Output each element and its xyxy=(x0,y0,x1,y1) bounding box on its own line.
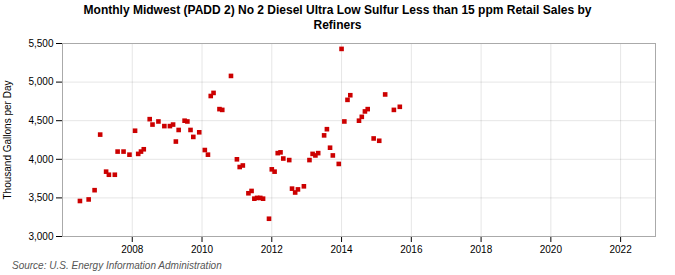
svg-text:2010: 2010 xyxy=(191,244,214,255)
html-text:Source: U.S. Energy Informatio: Source: U.S. Energy Information Administ… xyxy=(12,260,222,271)
svg-text:3,500: 3,500 xyxy=(28,192,53,203)
svg-text:4,000: 4,000 xyxy=(28,154,53,165)
svg-text:2020: 2020 xyxy=(540,244,563,255)
svg-text:2022: 2022 xyxy=(609,244,632,255)
svg-text:5,000: 5,000 xyxy=(28,76,53,87)
svg-text:2018: 2018 xyxy=(470,244,493,255)
svg-text:2014: 2014 xyxy=(330,244,353,255)
svg-text:2016: 2016 xyxy=(400,244,423,255)
svg-text:2012: 2012 xyxy=(261,244,284,255)
svg-text:Thousand Gallons per Day: Thousand Gallons per Day xyxy=(2,81,13,200)
svg-text:5,500: 5,500 xyxy=(28,38,53,49)
svg-text:3,000: 3,000 xyxy=(28,231,53,242)
svg-text:4,500: 4,500 xyxy=(28,115,53,126)
html-text:Monthly Midwest (PADD 2) No 2: Monthly Midwest (PADD 2) No 2 Diesel Ult… xyxy=(83,3,592,32)
svg-text:2008: 2008 xyxy=(121,244,144,255)
